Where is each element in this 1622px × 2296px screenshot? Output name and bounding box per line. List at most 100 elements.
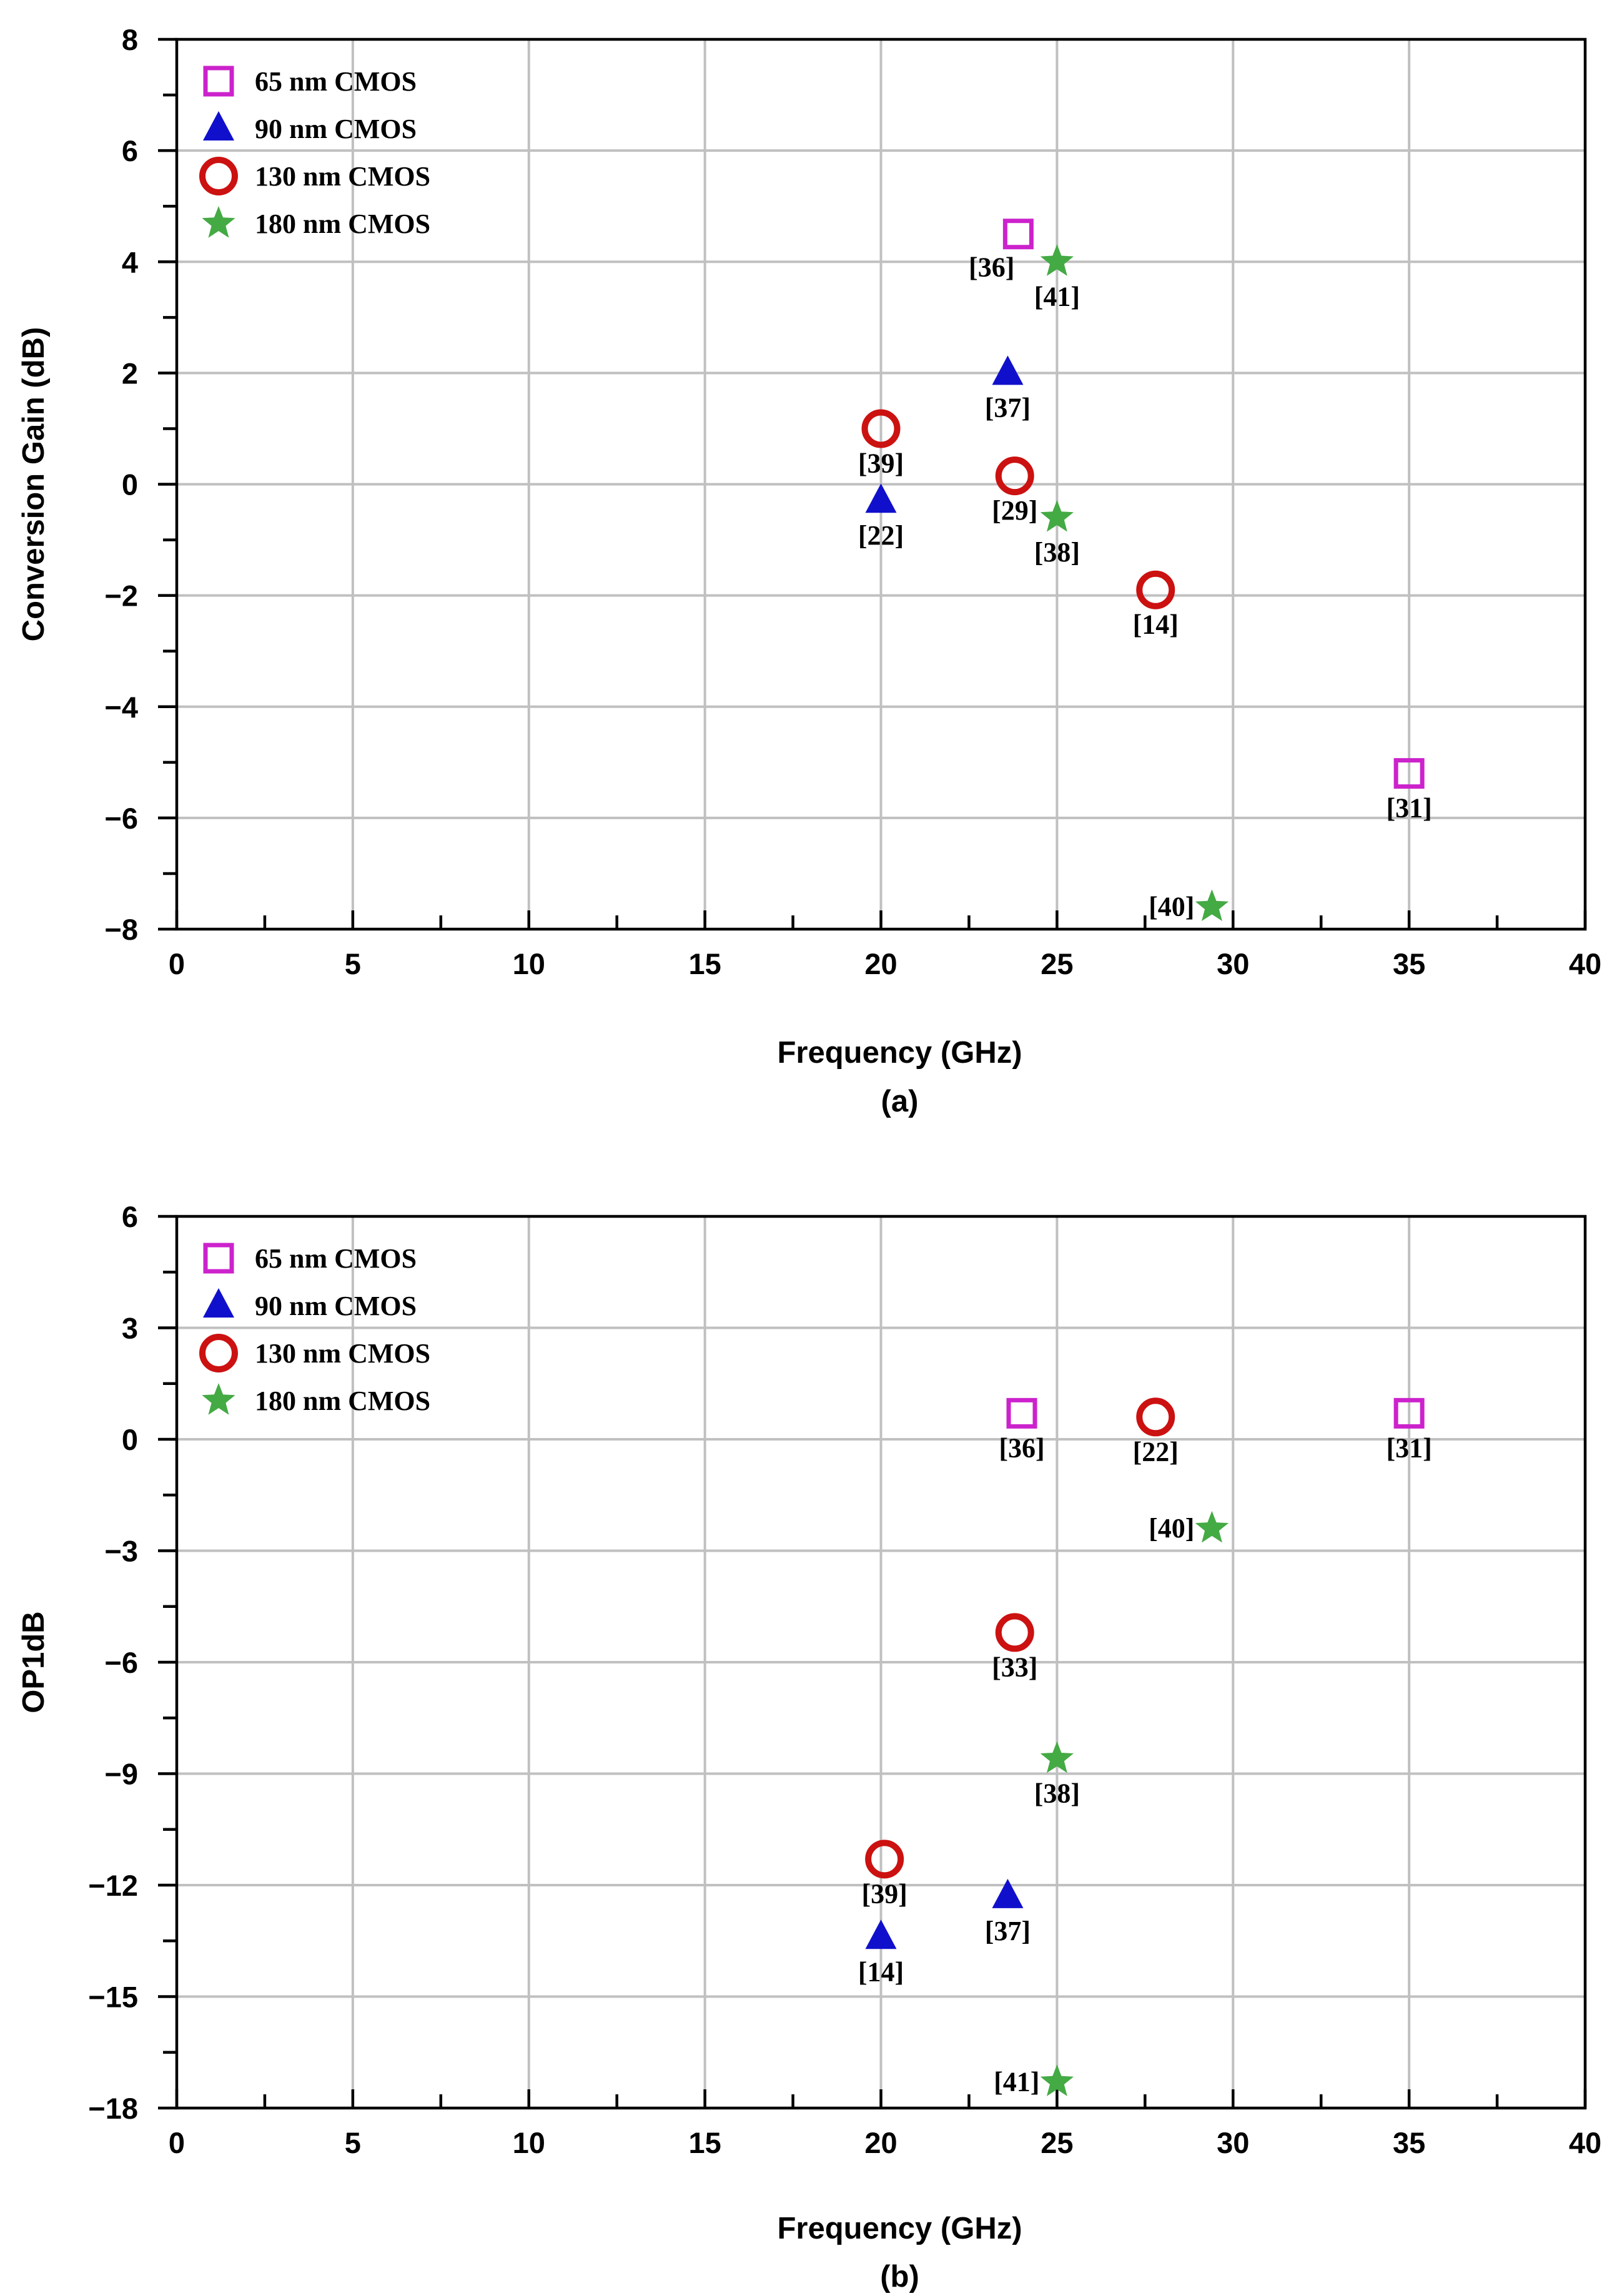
x-tick-label: 20 xyxy=(864,947,897,980)
y-tick-label: −6 xyxy=(104,1646,138,1679)
data-point-circle xyxy=(1136,1397,1175,1437)
x-tick-label: 30 xyxy=(1217,2126,1249,2159)
y-axis-label: Conversion Gain (dB) xyxy=(17,327,51,642)
y-tick-label: −15 xyxy=(88,1981,138,2014)
x-tick-label: 10 xyxy=(513,947,545,980)
x-axis-label: Frequency (GHz) xyxy=(777,1036,1022,1070)
x-tick-label: 5 xyxy=(345,947,361,980)
legend-label: 180 nm CMOS xyxy=(255,1386,430,1416)
y-tick-label: −9 xyxy=(104,1758,138,1791)
data-point-star xyxy=(1040,1741,1074,1773)
legend-label: 65 nm CMOS xyxy=(255,1243,417,1274)
data-point-label: [31] xyxy=(1386,793,1432,824)
panel-label: (a) xyxy=(881,1085,919,1118)
x-tick-label: 35 xyxy=(1393,2126,1425,2159)
data-point-label: [41] xyxy=(994,2066,1039,2097)
x-tick-label: 10 xyxy=(513,2126,545,2159)
y-tick-label: 0 xyxy=(122,1423,138,1456)
data-point-label: [38] xyxy=(1034,1778,1080,1809)
data-point-star xyxy=(1040,2064,1074,2096)
data-point-square xyxy=(1002,219,1034,250)
x-axis-label: Frequency (GHz) xyxy=(777,2212,1022,2245)
legend-marker-triangle xyxy=(203,1288,234,1318)
legend-label: 90 nm CMOS xyxy=(255,114,417,144)
data-point-circle xyxy=(865,1840,904,1879)
x-tick-label: 15 xyxy=(688,2126,721,2159)
legend: 65 nm CMOS 90 nm CMOS 130 nm CMOS 180 nm CM… xyxy=(199,1243,430,1416)
data-point-star xyxy=(1195,889,1229,921)
data-point-label: [36] xyxy=(969,252,1014,283)
legend-label: 130 nm CMOS xyxy=(255,1338,430,1369)
data-point-triangle xyxy=(992,1878,1024,1908)
legend-label: 65 nm CMOS xyxy=(255,66,417,97)
legend-marker-star xyxy=(202,1383,235,1415)
data-point-square xyxy=(1393,758,1425,789)
data-point-label: [31] xyxy=(1386,1432,1432,1463)
y-tick-label: −6 xyxy=(104,802,138,835)
y-tick-label: −18 xyxy=(88,2092,138,2125)
data-point-square xyxy=(1006,1397,1037,1429)
x-tick-label: 25 xyxy=(1041,2126,1073,2159)
data-point-circle xyxy=(1136,570,1175,609)
y-tick-label: 8 xyxy=(122,23,138,56)
legend-marker-circle xyxy=(199,157,238,195)
data-point-circle xyxy=(995,456,1034,496)
data-point-label: [38] xyxy=(1034,537,1080,568)
y-tick-label: 6 xyxy=(122,134,138,167)
legend-label: 180 nm CMOS xyxy=(255,209,430,239)
data-point-label: [37] xyxy=(985,392,1031,423)
legend-label: 130 nm CMOS xyxy=(255,161,430,192)
data-point-label: [36] xyxy=(999,1432,1044,1463)
y-tick-label: −2 xyxy=(104,579,138,613)
legend-marker-star xyxy=(202,206,235,238)
y-tick-label: 2 xyxy=(122,357,138,390)
x-tick-label: 40 xyxy=(1569,2126,1601,2159)
y-axis-label: OP1dB xyxy=(17,1611,51,1713)
y-tick-label: −3 xyxy=(104,1535,138,1568)
data-point-label: [29] xyxy=(992,495,1037,526)
y-tick-label: 3 xyxy=(122,1312,138,1345)
legend-marker-triangle xyxy=(203,111,234,140)
data-point-triangle xyxy=(865,1919,897,1949)
x-tick-label: 25 xyxy=(1041,947,1073,980)
data-point-label: [39] xyxy=(858,448,904,478)
y-tick-label: 0 xyxy=(122,468,138,501)
x-tick-label: 15 xyxy=(688,947,721,980)
data-point-label: [22] xyxy=(858,520,904,551)
legend-marker-square xyxy=(203,66,234,97)
y-tick-label: −4 xyxy=(104,691,138,724)
legend-marker-square xyxy=(203,1243,234,1274)
x-tick-label: 30 xyxy=(1217,947,1249,980)
legend-marker-circle xyxy=(199,1334,238,1372)
x-tick-label: 20 xyxy=(864,2126,897,2159)
chart-panel-b: 0 5 10 15 20 25 30 35 40630−3−6−9−12−15−18Freque… xyxy=(17,1200,1601,2294)
data-point-star xyxy=(1195,1510,1229,1543)
data-point-label: [40] xyxy=(1149,891,1194,922)
data-point-triangle xyxy=(865,483,897,513)
data-point-label: [22] xyxy=(1133,1436,1179,1467)
x-tick-label: 35 xyxy=(1393,947,1425,980)
y-tick-label: −8 xyxy=(104,913,138,946)
data-point-label: [41] xyxy=(1034,281,1080,312)
y-tick-label: 6 xyxy=(122,1200,138,1233)
data-point-label: [40] xyxy=(1149,1513,1194,1544)
data-point-label: [14] xyxy=(858,1956,904,1987)
x-tick-label: 0 xyxy=(169,2126,185,2159)
x-tick-label: 5 xyxy=(345,2126,361,2159)
data-point-star xyxy=(1040,244,1074,276)
data-point-circle xyxy=(995,1613,1034,1652)
data-point-label: [39] xyxy=(861,1878,907,1909)
data-point-circle xyxy=(861,409,901,448)
data-point-label: [33] xyxy=(992,1652,1037,1682)
data-point-triangle xyxy=(992,355,1024,385)
data-point-star xyxy=(1040,500,1074,532)
y-tick-label: 4 xyxy=(122,245,138,278)
x-tick-label: 40 xyxy=(1569,947,1601,980)
panel-label: (b) xyxy=(880,2260,919,2294)
legend-label: 90 nm CMOS xyxy=(255,1291,417,1321)
data-point-label: [14] xyxy=(1133,609,1179,640)
x-tick-label: 0 xyxy=(169,947,185,980)
y-tick-label: −12 xyxy=(88,1869,138,1902)
